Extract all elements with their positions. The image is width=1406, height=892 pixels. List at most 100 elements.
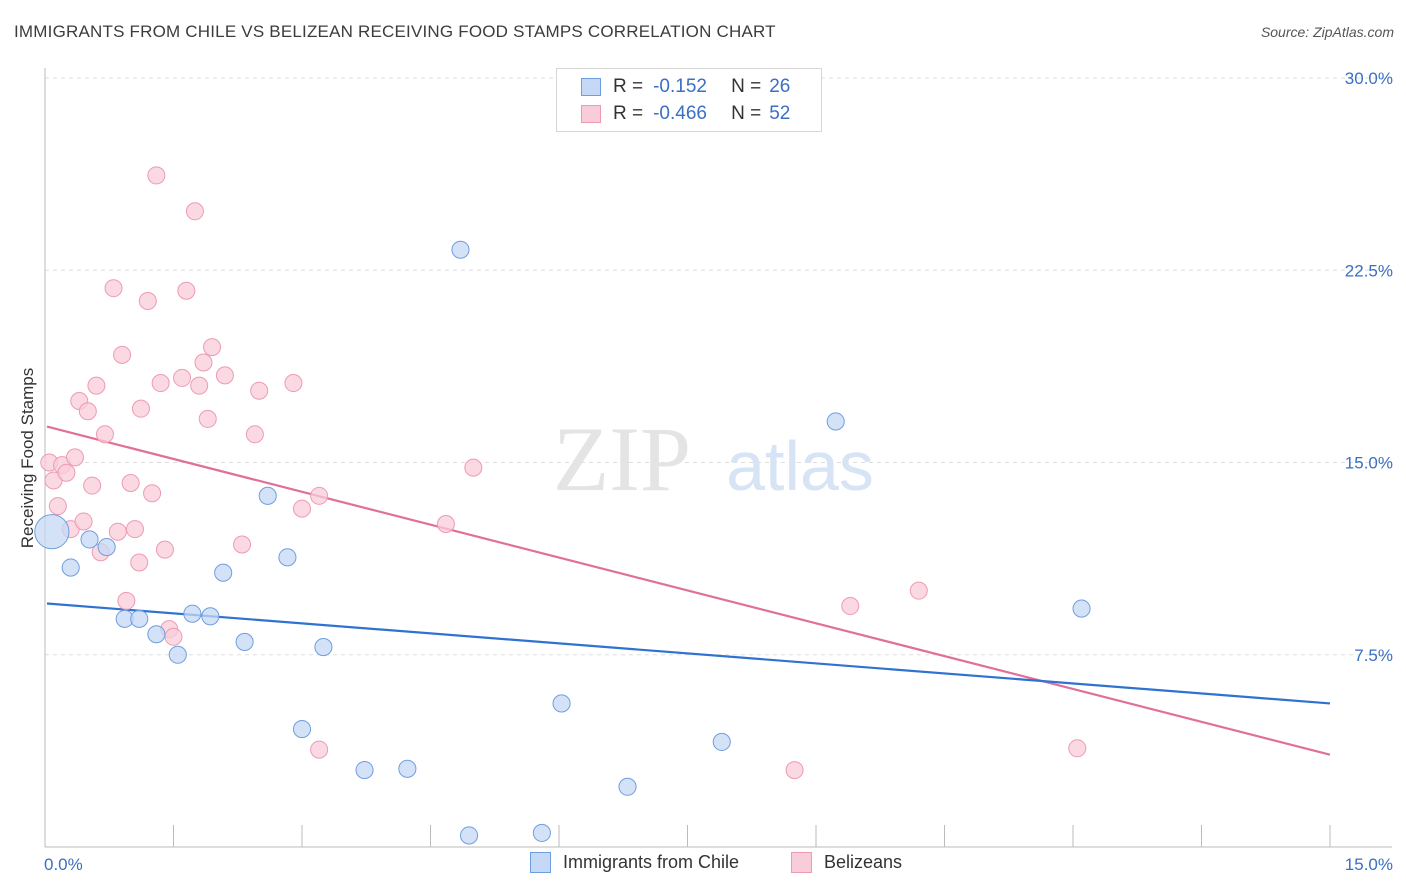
data-point-belizeans [310, 486, 329, 505]
data-point-chile [314, 638, 333, 657]
data-point-chile [1072, 599, 1091, 618]
data-point-belizeans [785, 761, 804, 780]
legend-r-value: -0.466 [653, 103, 707, 124]
data-point-belizeans [143, 484, 162, 503]
data-point-chile [712, 732, 731, 751]
data-point-chile [398, 759, 417, 778]
series-belizeans [40, 166, 1087, 780]
y-tick-label: 15.0% [1345, 454, 1393, 473]
legend-n-value: 52 [769, 103, 791, 124]
legend-row-belizeans: R = -0.466 N = 52 [581, 102, 790, 126]
series-legend: Immigrants from Chile Belizeans [0, 852, 1406, 878]
legend-n-value: 26 [769, 76, 791, 97]
data-point-belizeans [113, 345, 132, 364]
data-point-belizeans [151, 374, 170, 393]
data-point-belizeans [147, 166, 166, 185]
watermark: ZIP atlas [553, 408, 874, 510]
data-point-belizeans [194, 353, 213, 372]
legend-swatch-blue [581, 78, 601, 96]
data-point-belizeans [293, 499, 311, 518]
data-point-chile [34, 514, 70, 550]
data-point-belizeans [841, 597, 860, 616]
grid-lines [45, 77, 1392, 656]
data-point-belizeans [464, 458, 483, 477]
data-point-chile [168, 645, 187, 664]
data-point-belizeans [121, 474, 140, 493]
legend-item-label: Belizeans [824, 852, 903, 872]
data-point-belizeans [177, 281, 196, 300]
legend-item-label: Immigrants from Chile [563, 852, 740, 872]
data-point-chile [258, 486, 277, 505]
data-point-chile [61, 558, 80, 577]
data-point-belizeans [131, 399, 150, 418]
data-point-belizeans [909, 581, 928, 600]
data-point-chile [532, 823, 551, 842]
trendline-belizeans [46, 425, 1331, 756]
series-immigrants-from-chile [34, 240, 1091, 845]
legend-item-chile: Immigrants from Chile [530, 852, 739, 873]
legend-r-value: -0.152 [653, 76, 707, 97]
data-point-belizeans [130, 553, 149, 572]
data-point-chile [80, 530, 99, 549]
watermark-zip: ZIP [553, 408, 691, 510]
y-axis-label: Receiving Food Stamps [18, 367, 37, 549]
legend-r-label: R = [613, 103, 644, 124]
axes [44, 68, 1392, 848]
data-point-belizeans [57, 463, 76, 482]
data-point-chile [451, 240, 470, 259]
data-point-belizeans [198, 409, 217, 428]
data-point-belizeans [125, 520, 144, 539]
y-tick-label: 22.5% [1345, 261, 1393, 280]
data-point-chile [183, 604, 202, 623]
data-point-chile [618, 777, 637, 796]
x-tick-label: 15.0% [1345, 855, 1393, 874]
data-point-chile [147, 625, 166, 644]
data-point-belizeans [87, 376, 106, 395]
data-point-chile [130, 609, 149, 628]
data-point-belizeans [185, 202, 204, 221]
data-point-belizeans [310, 740, 329, 759]
data-point-chile [826, 412, 845, 431]
data-point-belizeans [155, 540, 174, 559]
legend-swatch-blue [530, 852, 551, 873]
legend-n-label: N = [731, 103, 762, 124]
data-point-belizeans [78, 402, 97, 421]
legend-r-label: R = [613, 76, 644, 97]
data-point-belizeans [245, 425, 264, 444]
data-point-chile [292, 720, 312, 739]
data-point-belizeans [284, 374, 303, 393]
data-point-belizeans [215, 366, 234, 385]
data-point-belizeans [95, 425, 114, 444]
data-point-belizeans [436, 515, 455, 534]
data-point-belizeans [104, 279, 123, 298]
trend-lines [46, 425, 1331, 756]
legend-row-chile: R = -0.152 N = 26 [581, 75, 790, 99]
data-point-chile [355, 761, 374, 780]
legend-item-belizeans: Belizeans [791, 852, 902, 873]
data-point-belizeans [250, 381, 269, 400]
y-tick-label: 7.5% [1354, 646, 1393, 665]
data-point-belizeans [74, 512, 93, 531]
correlation-legend: R = -0.152 N = 26 R = -0.466 N = 52 [556, 68, 822, 132]
data-point-chile [97, 538, 116, 557]
data-point-chile [278, 548, 297, 567]
data-point-belizeans [1068, 739, 1087, 758]
y-tick-label: 30.0% [1345, 69, 1393, 88]
data-point-belizeans [203, 338, 222, 357]
trendline-chile [46, 602, 1331, 705]
legend-n-label: N = [731, 76, 762, 97]
legend-swatch-pink [791, 852, 812, 873]
chart-title: IMMIGRANTS FROM CHILE VS BELIZEAN RECEIV… [14, 22, 776, 41]
data-point-belizeans [190, 376, 209, 395]
data-point-chile [214, 563, 233, 582]
data-point-belizeans [65, 448, 84, 467]
watermark-atlas: atlas [726, 427, 874, 505]
data-point-belizeans [138, 292, 157, 311]
data-point-chile [552, 694, 571, 713]
data-point-chile [460, 826, 479, 845]
data-point-belizeans [48, 497, 67, 516]
data-point-belizeans [164, 627, 183, 646]
tick-labels: 7.5% 15.0% 22.5% 30.0% 0.0% 15.0% [44, 69, 1393, 874]
legend-swatch-pink [581, 105, 601, 123]
